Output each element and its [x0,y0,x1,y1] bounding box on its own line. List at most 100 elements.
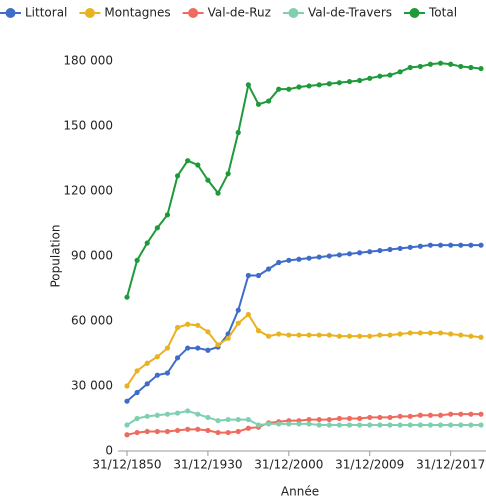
data-point [255,101,262,107]
data-point [427,422,434,428]
data-point [235,416,241,423]
data-point [316,416,322,423]
data-point [427,412,434,418]
legend-marker [188,8,199,18]
data-point [377,422,383,428]
x-tick-label: 31/12/1930 [173,458,242,472]
data-point [225,335,231,341]
data-point [225,429,231,436]
data-point [478,411,484,417]
data-point [407,413,413,419]
data-point [336,80,342,86]
x-tick-label: 31/12/2017 [416,458,485,472]
data-point [134,389,140,396]
data-point [397,422,403,428]
data-point [387,332,393,338]
legend-label[interactable]: Montagnes [104,6,170,20]
data-point [266,266,272,272]
data-point [144,360,150,366]
data-point [326,416,332,423]
legend-marker [409,8,420,18]
data-point [397,69,403,75]
data-point [164,411,171,417]
y-tick-label: 90 000 [71,249,113,263]
data-point [174,427,181,434]
data-point [387,246,393,253]
data-point [174,324,181,331]
data-point [306,421,312,427]
data-point [468,422,474,428]
legend-label[interactable]: Total [428,6,457,20]
data-point [407,244,413,250]
data-point [185,408,191,414]
data-point [205,177,211,183]
data-point [407,422,413,428]
data-point [336,333,342,339]
data-point [407,330,413,336]
y-tick-label: 30 000 [71,379,113,393]
series-line [126,62,482,298]
data-point [346,333,353,339]
data-point [215,429,221,436]
data-point [195,426,201,432]
data-point [326,332,332,338]
data-point [367,333,373,339]
y-tick-label: 0 [105,444,113,458]
data-point [154,354,160,360]
data-point [185,321,191,327]
data-point [417,412,423,418]
data-point [245,82,251,88]
data-point [235,320,241,326]
data-point [437,60,444,66]
data-point [134,415,140,422]
data-point [437,422,444,428]
data-point [255,272,262,279]
legend-label[interactable]: Val-de-Ruz [208,6,271,20]
data-point [306,255,312,261]
data-point [306,416,312,423]
data-point [225,171,231,177]
data-point [397,331,403,337]
data-point [266,98,272,104]
data-point [235,307,241,313]
data-point [164,370,171,376]
data-point [215,190,221,196]
legend-label[interactable]: Littoral [25,6,67,20]
data-point [478,242,484,248]
data-point [144,381,150,387]
data-point [387,422,393,428]
legend-marker [5,8,16,18]
data-point [235,428,241,435]
series-line [126,244,481,402]
data-point [134,368,140,374]
data-point [367,249,373,255]
data-point [286,421,292,427]
data-point [185,345,191,351]
data-point [377,332,383,338]
data-point [468,64,474,71]
data-point [124,383,130,389]
data-point [458,63,464,70]
data-point [478,422,484,428]
data-point [276,421,282,427]
data-point [427,242,434,248]
data-point [144,413,150,419]
data-point [316,422,322,428]
data-point [427,330,434,336]
data-point [367,422,373,428]
data-point [346,78,353,85]
data-point [336,252,342,258]
data-point [144,428,150,435]
data-point [417,422,423,428]
data-point [336,422,342,428]
data-point [245,416,251,423]
data-point [134,429,140,436]
data-point [185,158,191,164]
data-point [164,428,171,435]
data-point [154,225,160,231]
y-tick-label: 120 000 [63,184,113,198]
legend-label[interactable]: Val-de-Travers [308,6,392,20]
data-point [195,411,201,417]
legend-marker [288,8,299,18]
